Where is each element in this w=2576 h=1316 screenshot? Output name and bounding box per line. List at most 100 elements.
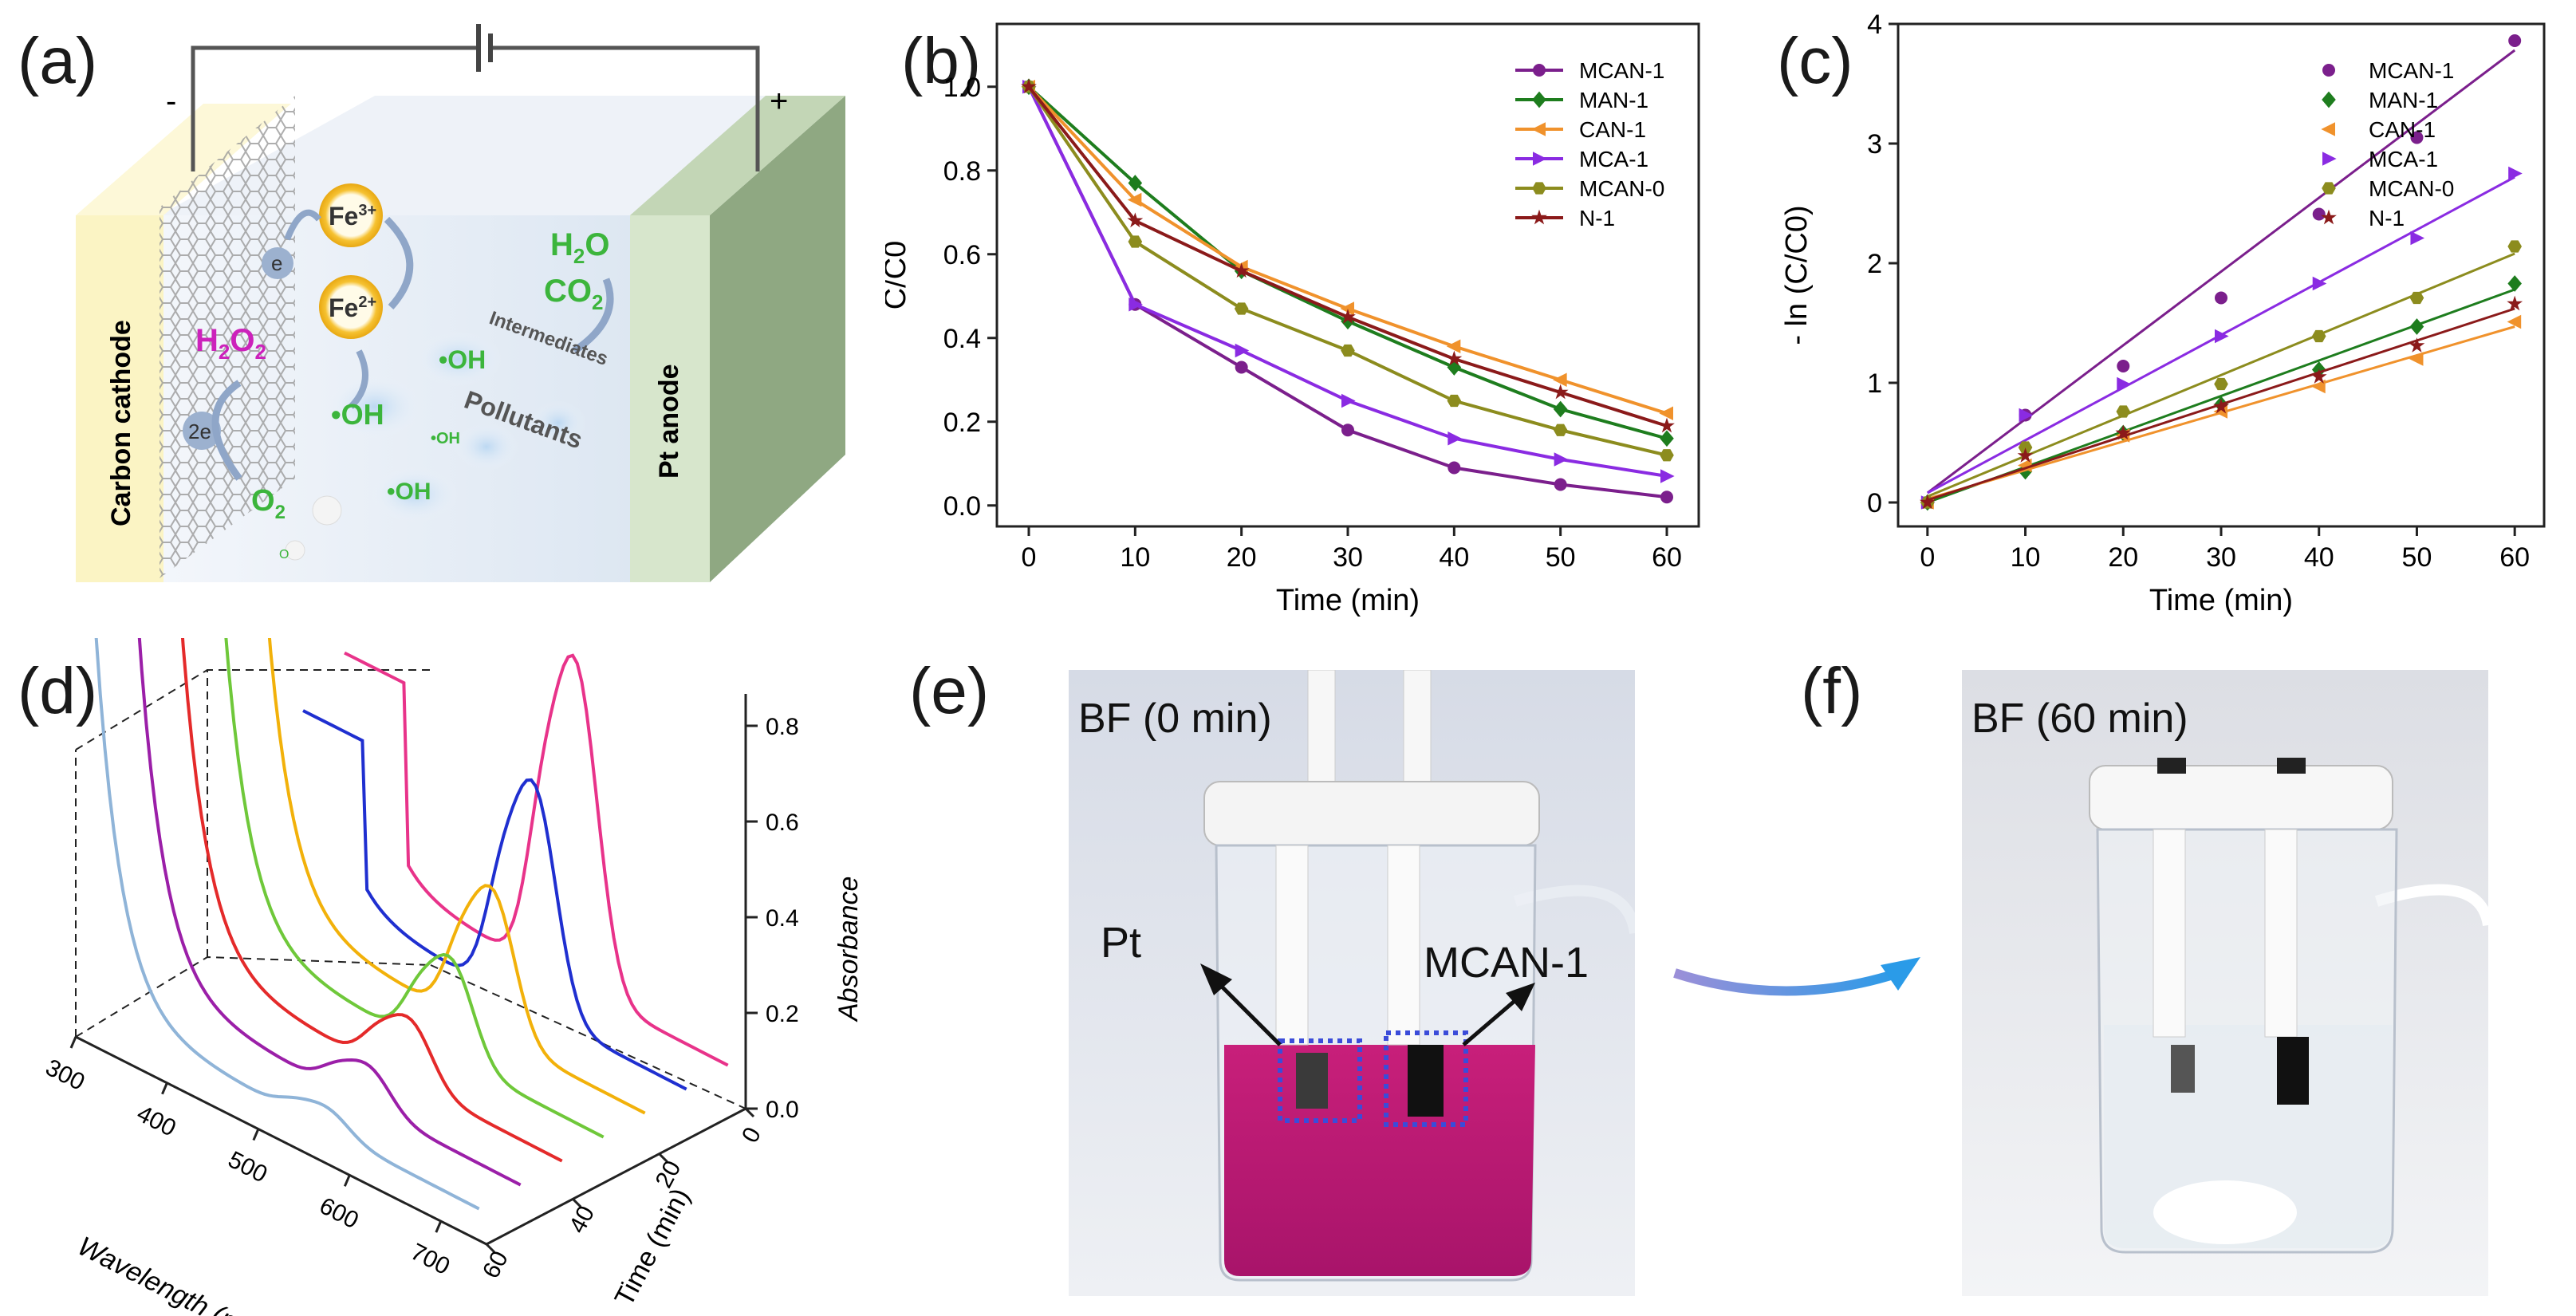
data-point: [2019, 408, 2034, 423]
legend-marker: [1532, 91, 1546, 108]
legend-label: MAN-1: [2369, 88, 2438, 112]
series-MAN-1: [1022, 78, 1674, 447]
o2-small-label: O: [279, 548, 289, 561]
spectrum-0-min: [344, 651, 729, 1067]
x-tick-label: 20: [1227, 542, 1257, 573]
legend-label: N-1: [2369, 206, 2405, 230]
data-point: [2409, 291, 2424, 305]
legend-label: CAN-1: [2369, 117, 2436, 142]
absorbance-label: Absorbance: [833, 877, 864, 1022]
y-tick-label: 1.0: [943, 73, 981, 103]
series-MCAN-1: [1022, 80, 1673, 504]
abs-tick-label: 0.0: [766, 1097, 799, 1123]
legend-entry: MCA-1: [1515, 147, 1648, 171]
oh-label-4: •OH: [387, 479, 431, 505]
anode-slab-front: [630, 215, 710, 582]
x-tick-label: 10: [2011, 542, 2041, 573]
data-point: [1660, 449, 1674, 462]
x-tick-label: 60: [2499, 542, 2530, 573]
data-point: [1340, 309, 1356, 324]
chart-b: 0 10 20 30 40 50 60 0.0 0.2 0.4 0.6 0.8 1.0 Time (min…: [885, 22, 1700, 617]
legend-entry: N-1: [1515, 206, 1615, 230]
wl-tick-label: 400: [132, 1101, 180, 1142]
cell-cap: [1203, 781, 1540, 846]
series-MCAN-0: [1022, 81, 1674, 462]
mcan-electrode: [1408, 1045, 1444, 1117]
legend-label: MCAN-0: [1579, 176, 1664, 201]
wl-tick-label: 300: [41, 1054, 89, 1096]
panel-letter-d: (d): [18, 655, 98, 727]
data-point: [1127, 192, 1142, 207]
spectrum-20-min: [267, 638, 646, 1115]
data-point: [1341, 393, 1356, 408]
series-line: [1027, 85, 1668, 416]
legend-label: MCA-1: [2369, 147, 2438, 171]
legend-marker: [2322, 152, 2337, 166]
cap-port-right: [2277, 758, 2306, 774]
legend-label: MCA-1: [1579, 147, 1648, 171]
series-line: [1027, 85, 1668, 478]
pt-electrode-f: [2171, 1045, 2195, 1093]
x-tick-label: 40: [1439, 542, 1469, 573]
data-point: [2311, 329, 2326, 343]
cathode-slab-top: [76, 104, 291, 215]
o2-bubble-small: [285, 540, 305, 561]
oh-label-1: •OH: [439, 345, 486, 374]
wl-tick: [252, 1128, 260, 1141]
data-point: [2508, 34, 2522, 47]
time-tick: [658, 1152, 668, 1163]
pt-pointer-head: [1200, 963, 1232, 995]
series-line: [1027, 85, 1668, 428]
cathode-label: Carbon cathode: [106, 320, 136, 526]
chart-c: 0 10 20 30 40 50 60 0 1 2 3 4 Time (min) - ln (C/C0) M…: [1780, 10, 2546, 617]
y-tick-label: 4: [1867, 10, 1882, 40]
wl-tick-label: 600: [315, 1192, 363, 1234]
spectrum-40-min: [180, 638, 563, 1163]
legend-label: MCAN-0: [2369, 176, 2454, 201]
tube-e: [1514, 885, 1635, 935]
data-point: [2312, 276, 2327, 291]
y-tick-label: 0.0: [943, 491, 981, 522]
legend-marker: [1533, 64, 1546, 77]
legend-label: N-1: [1579, 206, 1615, 230]
y-tick-label: 3: [1867, 129, 1882, 160]
data-point: [1553, 400, 1568, 418]
legend-label: CAN-1: [1579, 117, 1646, 142]
panel-letter-a: (a): [18, 25, 98, 97]
data-point: [2117, 360, 2130, 372]
data-point: [1341, 344, 1355, 357]
time-label: Time (min): [609, 1184, 696, 1311]
data-point: [2213, 398, 2229, 414]
legend-marker: [2322, 91, 2336, 108]
minus-sign: -: [166, 84, 176, 119]
data-point: [2409, 337, 2425, 353]
data-point: [1340, 301, 1354, 316]
y-tick-label: 0.6: [943, 240, 981, 270]
legend-marker: [2321, 209, 2337, 225]
electrode-rod-right: [1403, 670, 1432, 798]
x-tick-label: 30: [2206, 542, 2236, 573]
pink-solution: [1224, 1045, 1535, 1276]
data-point: [2507, 240, 2522, 253]
spectrum-30-min: [224, 638, 605, 1139]
y-tick-label: 1: [1867, 368, 1882, 399]
series-CAN-1: [1920, 314, 2522, 510]
x-tick-label: 60: [1652, 542, 1682, 573]
photo-e: BF (0 min) Pt MCAN-1: [1069, 670, 1635, 1296]
panel-letter-b: (b): [901, 25, 982, 97]
pt-highlight-box: [1278, 1038, 1362, 1123]
legend-marker: [2322, 182, 2336, 195]
wl-tick: [69, 1036, 77, 1049]
data-point: [2115, 424, 2132, 440]
data-point: [2409, 352, 2424, 366]
abs-tick-label: 0.6: [766, 810, 799, 836]
photo-f: BF (60 min): [1962, 670, 2488, 1296]
y-tick-label: 0.2: [943, 408, 981, 438]
series-N-1: [1021, 78, 1675, 433]
x-tick-label: 30: [1333, 542, 1363, 573]
cap-port-left: [2157, 758, 2186, 774]
wl-tick: [343, 1174, 351, 1187]
series-MCA-1: [1920, 166, 2523, 510]
fe3-label: Fe3+: [329, 202, 376, 230]
data-point: [1447, 394, 1462, 408]
